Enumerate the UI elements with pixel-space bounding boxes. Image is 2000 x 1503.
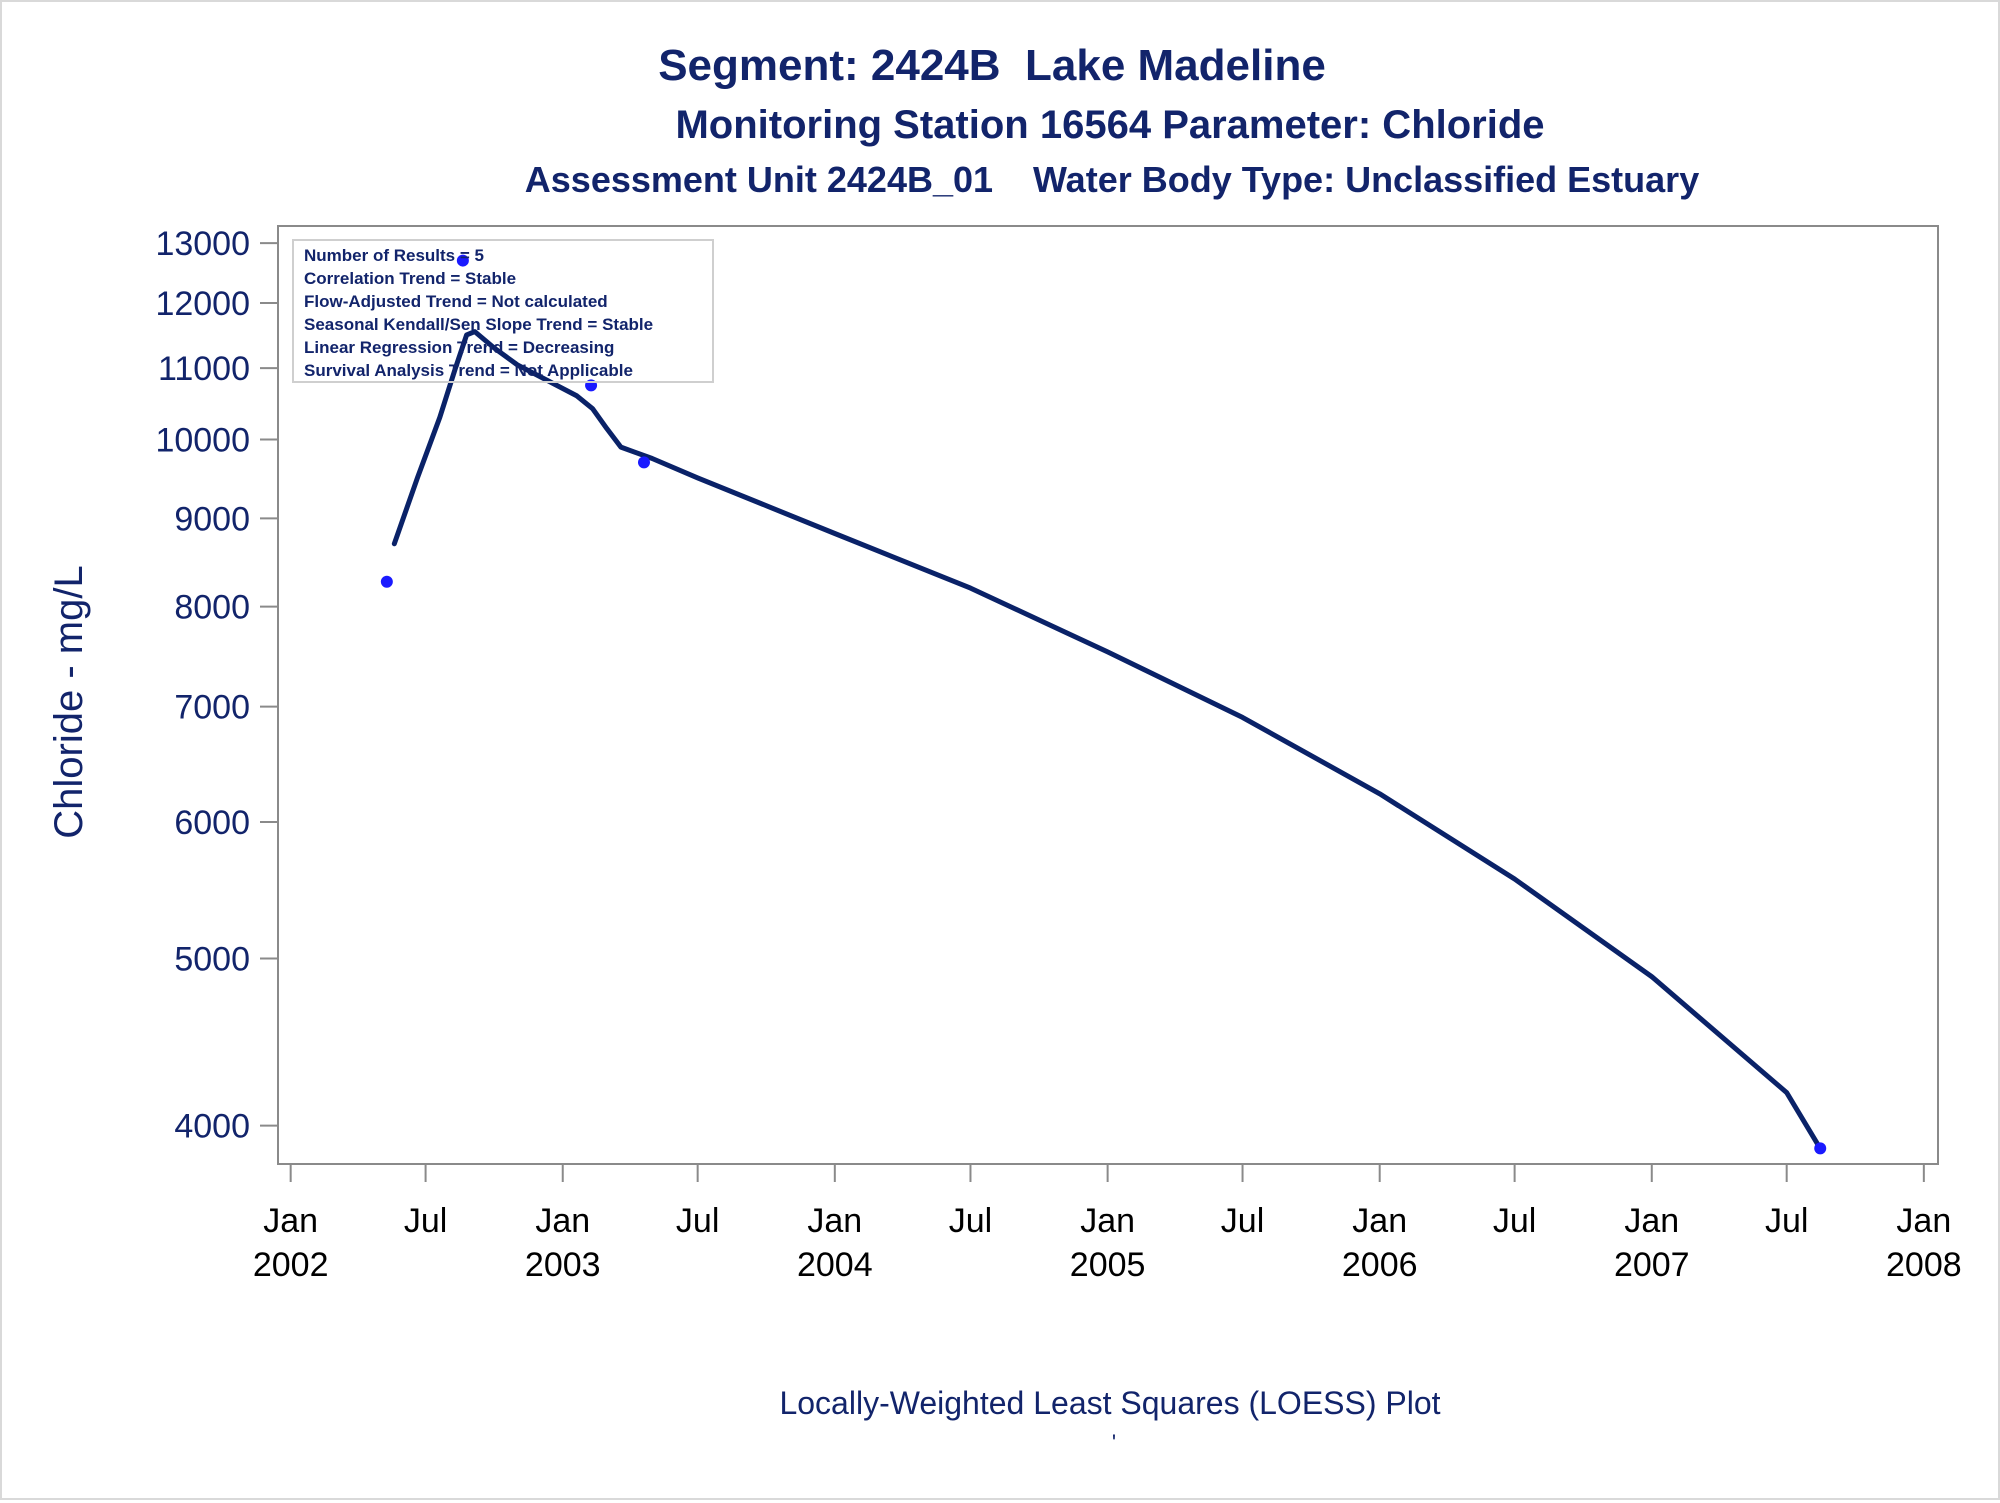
x-tick-year-label: 2004 [797, 1246, 873, 1284]
chart-footer: Locally-Weighted Least Squares (LOESS) P… [779, 1385, 1440, 1421]
y-tick-label: 12000 [155, 285, 250, 323]
loess-curve [391, 329, 1823, 1151]
x-tick-label: Jul [1765, 1202, 1808, 1240]
x-tick-label: Jul [949, 1202, 992, 1240]
y-axis-label: Chloride - mg/L [47, 565, 91, 838]
chart-subtitle: Monitoring Station 16564 Parameter: Chlo… [675, 103, 1544, 147]
x-tick-label: Jul [404, 1202, 447, 1240]
y-tick-label: 13000 [155, 225, 250, 263]
x-tick-label: Jan [1624, 1202, 1679, 1240]
chart-title: Segment: 2424B Lake Madeline [658, 41, 1326, 90]
data-points [380, 254, 1827, 1155]
x-tick-label: Jan [535, 1202, 590, 1240]
y-tick-label: 11000 [158, 350, 250, 388]
stats-line: Linear Regression Trend = Decreasing [304, 338, 614, 357]
footer-mark: ' [1112, 1430, 1116, 1455]
stats-line: Seasonal Kendall/Sen Slope Trend = Stabl… [304, 315, 653, 334]
x-tick-label: Jul [1221, 1202, 1264, 1240]
stats-line: Number of Results = 5 [304, 246, 484, 265]
data-point [456, 254, 469, 267]
x-tick-year-label: 2008 [1886, 1246, 1962, 1284]
x-tick-year-label: 2002 [253, 1246, 329, 1284]
y-tick-label: 6000 [174, 804, 250, 842]
y-tick-label: 9000 [174, 500, 250, 538]
x-tick-year-label: 2006 [1342, 1246, 1418, 1284]
x-tick-label: Jan [1352, 1202, 1407, 1240]
y-tick-label: 10000 [155, 422, 250, 460]
y-tick-label: 7000 [174, 689, 250, 727]
chart-subtitle-2: Assessment Unit 2424B_01 Water Body Type… [525, 159, 1699, 200]
y-tick-label: 5000 [174, 941, 250, 979]
x-tick-year-label: 2005 [1070, 1246, 1146, 1284]
data-point [1814, 1142, 1827, 1155]
x-axis: Jan 2002 Jul Jan 2003 Jul Jan 2004 Jul Jan 2005 Jul… [253, 1164, 1962, 1284]
stats-box-frame [292, 239, 714, 383]
stats-line: Survival Analysis Trend = Not Applicable [304, 361, 633, 380]
x-tick-label: Jul [1493, 1202, 1536, 1240]
data-point [637, 456, 650, 469]
stats-line: Correlation Trend = Stable [304, 269, 516, 288]
stats-box: Number of Results = 5 Correlation Trend … [292, 239, 714, 383]
x-tick-label: Jan [807, 1202, 862, 1240]
data-point [380, 575, 393, 588]
x-tick-year-label: 2007 [1614, 1246, 1690, 1284]
stats-line: Flow-Adjusted Trend = Not calculated [304, 292, 608, 311]
x-tick-label: Jan [1080, 1202, 1135, 1240]
x-tick-label: Jul [676, 1202, 719, 1240]
y-tick-label: 4000 [174, 1108, 250, 1146]
x-tick-label: Jan [263, 1202, 318, 1240]
y-tick-label: 8000 [174, 589, 250, 627]
y-axis: 13000 12000 11000 10000 9000 8000 7000 6000 5000… [155, 225, 278, 1146]
x-tick-label: Jan [1896, 1202, 1951, 1240]
x-tick-year-label: 2003 [525, 1246, 601, 1284]
